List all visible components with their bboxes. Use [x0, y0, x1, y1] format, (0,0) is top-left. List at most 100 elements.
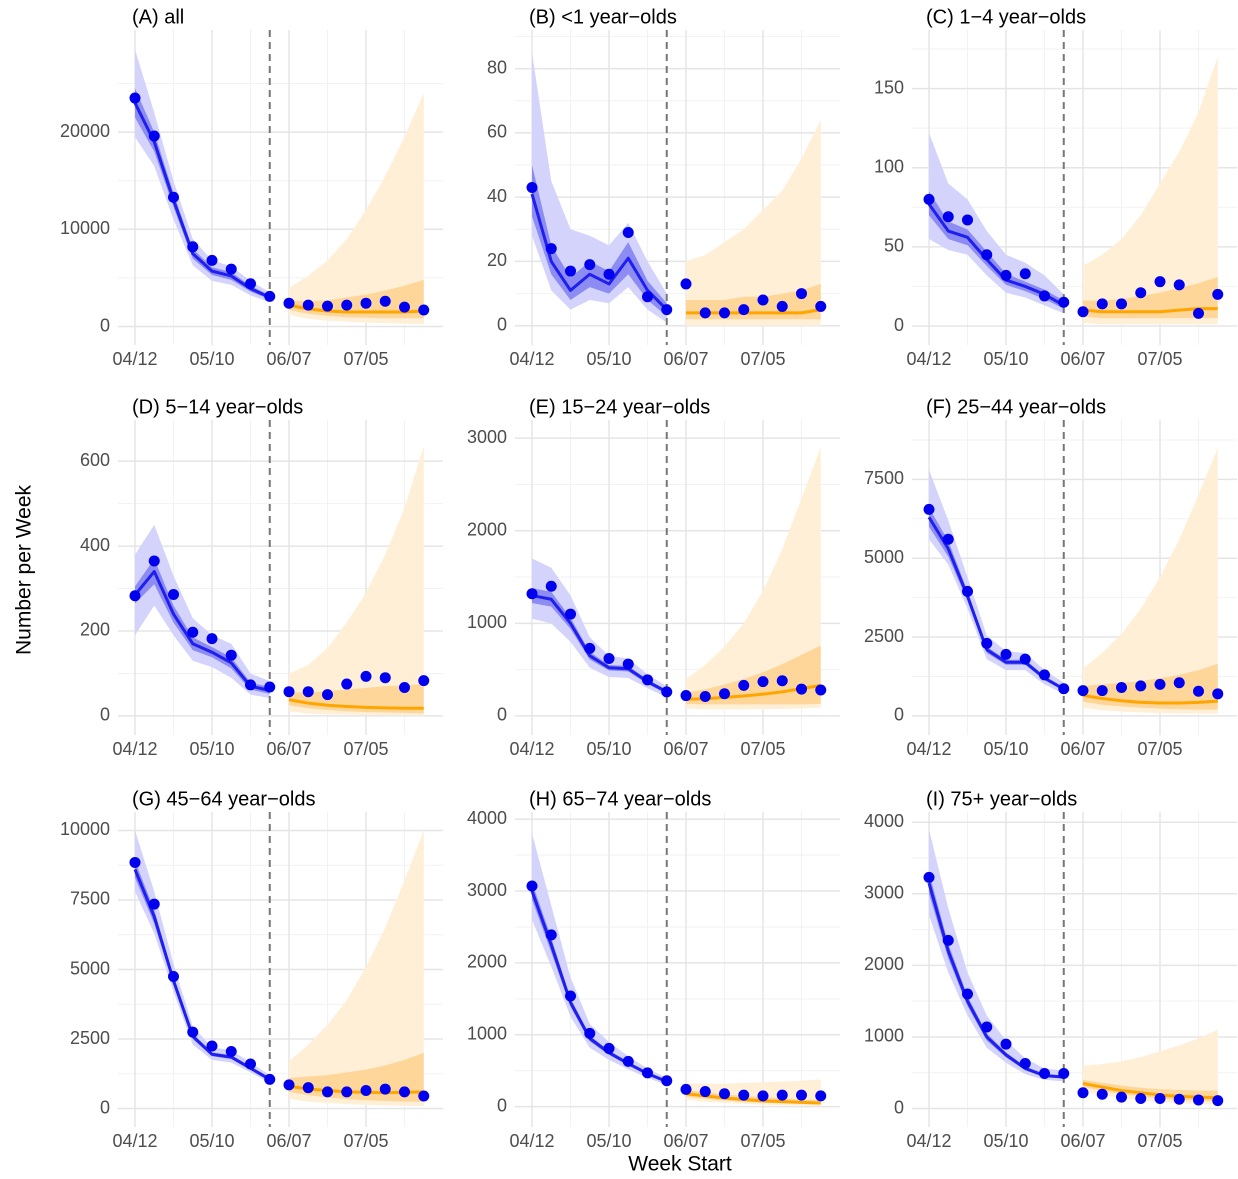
observed-point — [584, 642, 596, 654]
observed-point — [168, 191, 179, 203]
observed-point — [225, 263, 237, 275]
observed-point — [757, 676, 769, 688]
y-tick-label: 0 — [497, 705, 507, 725]
fit-band-inner — [532, 165, 667, 317]
observed-point — [661, 304, 673, 316]
x-tick-label: 07/05 — [740, 739, 785, 759]
x-tick-label: 07/05 — [1137, 1131, 1182, 1151]
observed-point — [1000, 648, 1012, 660]
x-tick-label: 04/12 — [112, 349, 157, 369]
observed-point — [168, 588, 179, 600]
observed-point — [1135, 1093, 1147, 1105]
observed-point — [942, 934, 954, 946]
observed-point — [1096, 298, 1108, 310]
y-tick-label: 2500 — [864, 626, 904, 646]
observed-point — [719, 688, 730, 700]
panel-title: (D) 5−14 year−olds — [132, 396, 303, 418]
x-tick-label: 07/05 — [740, 1131, 785, 1151]
x-tick-label: 07/05 — [343, 739, 388, 759]
observed-point — [206, 633, 218, 645]
y-tick-label: 5000 — [864, 547, 904, 567]
observed-point — [1019, 653, 1031, 665]
observed-point — [129, 856, 141, 868]
observed-point — [815, 300, 827, 312]
observed-point — [379, 672, 391, 684]
observed-point — [1058, 1067, 1070, 1079]
observed-point — [565, 990, 576, 1002]
observed-point — [1000, 269, 1012, 281]
x-tick-label: 05/10 — [189, 1131, 234, 1151]
observed-point — [1019, 268, 1031, 280]
fit-band-inner — [929, 872, 1064, 1079]
forecast-line — [685, 1092, 821, 1105]
observed-point — [1077, 306, 1089, 318]
y-tick-label: 10000 — [60, 819, 110, 839]
forecast-band-outer — [686, 120, 821, 326]
y-tick-label: 80 — [487, 57, 507, 77]
forecast-band-outer — [289, 93, 424, 325]
observed-point — [1116, 682, 1127, 694]
panel-title: (A) all — [132, 6, 184, 28]
observed-point — [1039, 290, 1050, 302]
observed-point — [815, 684, 827, 696]
observed-point — [796, 288, 807, 300]
panel: (H) 65−74 year−olds 0 1000 2000 3000 4000 04/1… — [467, 788, 840, 1151]
x-tick-label: 07/05 — [1137, 739, 1182, 759]
observed-point — [923, 193, 935, 205]
observed-point — [1173, 279, 1185, 291]
observed-point — [1193, 1094, 1204, 1106]
observed-point — [322, 300, 333, 312]
y-tick-label: 0 — [100, 705, 110, 725]
observed-point — [206, 1040, 218, 1052]
observed-point — [757, 294, 769, 306]
observed-point — [622, 658, 634, 670]
observed-point — [699, 690, 711, 702]
y-tick-label: 20 — [487, 250, 507, 270]
observed-point — [264, 290, 276, 302]
x-tick-label: 06/07 — [663, 349, 708, 369]
observed-point — [1019, 1057, 1031, 1069]
fit-line — [530, 193, 668, 311]
y-tick-label: 4000 — [467, 808, 507, 828]
y-tick-label: 200 — [80, 620, 110, 640]
observed-point — [680, 690, 692, 702]
x-tick-label: 06/07 — [1060, 349, 1105, 369]
observed-point — [719, 1088, 730, 1100]
forecast-band-outer — [289, 830, 424, 1107]
y-tick-label: 40 — [487, 186, 507, 206]
observed-point — [206, 254, 218, 266]
observed-point — [1154, 276, 1166, 288]
forecast-band-outer — [289, 446, 424, 716]
forecast-line — [288, 698, 424, 710]
fit-band-inner — [929, 507, 1064, 691]
panel: (B) <1 year−olds 0 20 40 60 80 04/12 05/10 06/07… — [487, 6, 840, 369]
observed-point — [642, 1067, 653, 1079]
x-tick-label: 04/12 — [509, 739, 554, 759]
observed-point — [1212, 1095, 1224, 1107]
x-tick-label: 07/05 — [1137, 349, 1182, 369]
observed-point — [526, 880, 538, 892]
observed-point — [962, 585, 973, 597]
observed-point — [187, 1026, 199, 1038]
panel: (C) 1−4 year−olds 0 50 100 150 04/12 05/10 06/0… — [874, 6, 1237, 369]
observed-point — [225, 1046, 237, 1058]
observed-point — [1077, 685, 1089, 697]
panel-title: (B) <1 year−olds — [529, 6, 677, 28]
x-tick-label: 05/10 — [586, 739, 631, 759]
observed-point — [264, 1073, 276, 1085]
panel-title: (H) 65−74 year−olds — [529, 788, 711, 810]
observed-point — [584, 259, 596, 271]
y-axis-label: Number per Week — [13, 484, 36, 655]
x-tick-label: 05/10 — [586, 1131, 631, 1151]
forecast-line — [1082, 693, 1218, 705]
observed-point — [738, 304, 750, 316]
y-tick-label: 2000 — [467, 519, 507, 539]
observed-point — [815, 1090, 827, 1102]
observed-point — [1039, 669, 1050, 681]
observed-point — [1135, 287, 1147, 299]
observed-point — [565, 608, 576, 620]
fit-band-outer — [929, 469, 1064, 694]
y-tick-label: 400 — [80, 535, 110, 555]
panel-title: (F) 25−44 year−olds — [926, 396, 1106, 418]
